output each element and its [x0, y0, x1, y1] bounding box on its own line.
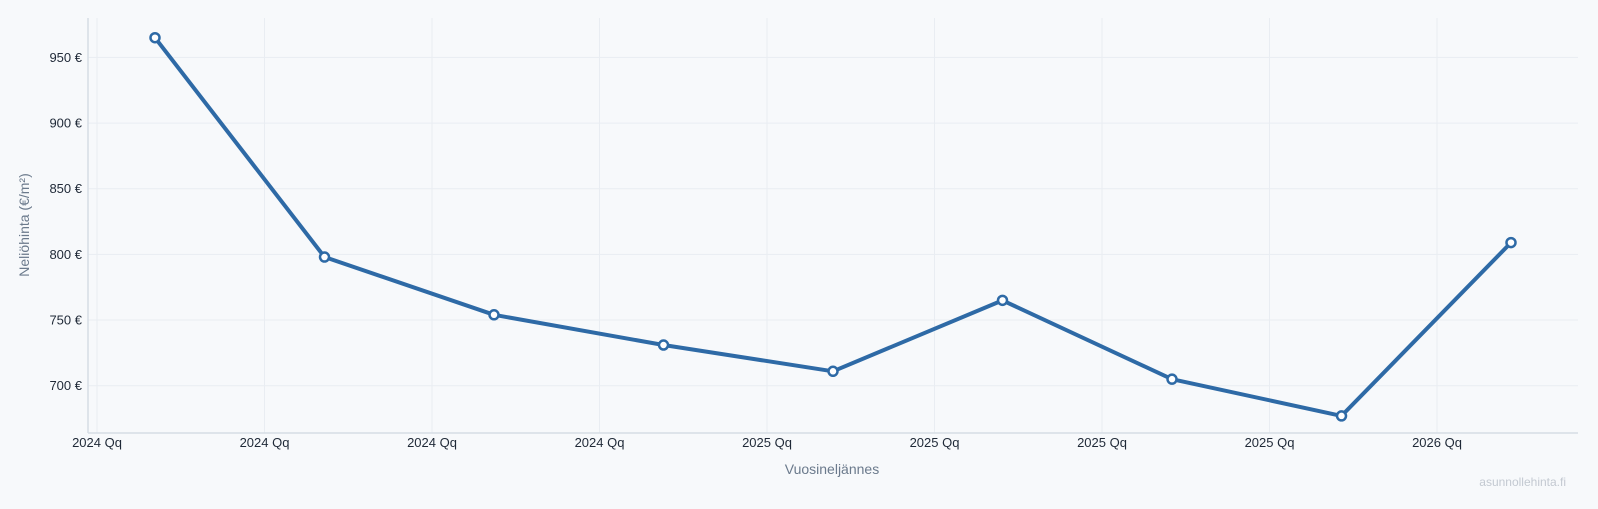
data-points [149, 31, 1517, 422]
y-tick-label: 850 € [49, 181, 82, 196]
x-tick-label: 2024 Qq [72, 435, 122, 450]
data-point [149, 31, 161, 44]
series-line [153, 35, 1513, 418]
x-tick-label: 2025 Qq [1245, 435, 1295, 450]
data-point [1505, 236, 1517, 249]
x-gridlines [96, 18, 1438, 433]
x-tick-label: 2024 Qq [407, 435, 457, 450]
x-tick-label: 2025 Qq [910, 435, 960, 450]
y-tick-label: 950 € [49, 50, 82, 65]
y-axis-title: Neliöhinta (€/m²) [16, 173, 32, 276]
x-tick-label: 2024 Qq [575, 435, 625, 450]
data-point [488, 309, 500, 321]
y-gridlines [88, 56, 1578, 387]
x-tick-label: 2024 Qq [240, 435, 290, 450]
data-point [827, 365, 839, 378]
data-point [657, 339, 670, 351]
y-tick-label: 700 € [49, 378, 82, 393]
y-tick-label: 750 € [49, 313, 82, 328]
y-tick-label: 800 € [49, 247, 82, 262]
x-tick-label: 2026 Qq [1412, 435, 1462, 450]
y-tick-label: 900 € [49, 116, 82, 131]
data-point [1335, 410, 1348, 422]
y-tick-labels: 700 € 750 € 800 € 850 € 900 € 950 € [49, 50, 82, 393]
data-point [996, 294, 1009, 307]
x-tick-label: 2025 Qq [1077, 435, 1127, 450]
data-point [1166, 373, 1178, 385]
x-axis-title: Vuosineljännes [785, 461, 879, 477]
x-tick-label: 2025 Qq [742, 435, 792, 450]
watermark: asunnollehinta.fi [1479, 475, 1566, 489]
data-point [318, 251, 331, 263]
x-tick-labels: 2024 Qq 2024 Qq 2024 Qq 2024 Qq 2025 Qq 2025 … [72, 435, 1462, 450]
